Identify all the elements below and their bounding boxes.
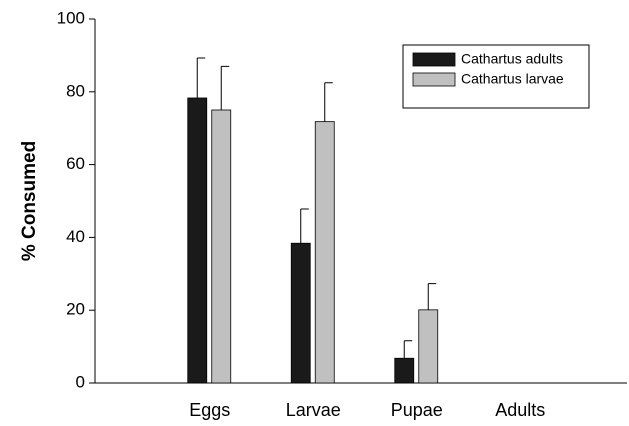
y-tick-label: 40	[66, 227, 85, 246]
bar	[187, 97, 208, 384]
error-bar	[300, 208, 309, 244]
error-bar	[196, 57, 206, 98]
error-bar	[220, 65, 230, 110]
legend-label: Cathartus adults	[461, 51, 563, 67]
y-tick-label: 100	[57, 8, 85, 27]
x-tick-label: Adults	[495, 400, 545, 420]
y-axis-label: % Consumed	[19, 141, 40, 261]
legend-swatch	[412, 52, 456, 67]
y-tick-label: 20	[66, 300, 85, 319]
error-bar	[403, 340, 413, 359]
bar	[211, 109, 232, 384]
error-bar	[324, 82, 333, 122]
error-bar	[427, 283, 437, 310]
bar	[290, 242, 311, 384]
bar	[314, 121, 335, 384]
x-tick-label: Eggs	[189, 400, 230, 420]
y-tick-label: 60	[66, 154, 85, 173]
legend-swatch	[412, 72, 456, 87]
y-tick-label: 80	[66, 81, 85, 100]
bar	[418, 309, 439, 384]
x-tick-label: Larvae	[286, 400, 341, 420]
legend-label: Cathartus larvae	[461, 71, 564, 87]
x-tick-label: Pupae	[391, 400, 443, 420]
y-tick-label: 0	[76, 372, 85, 391]
bar	[394, 357, 415, 384]
